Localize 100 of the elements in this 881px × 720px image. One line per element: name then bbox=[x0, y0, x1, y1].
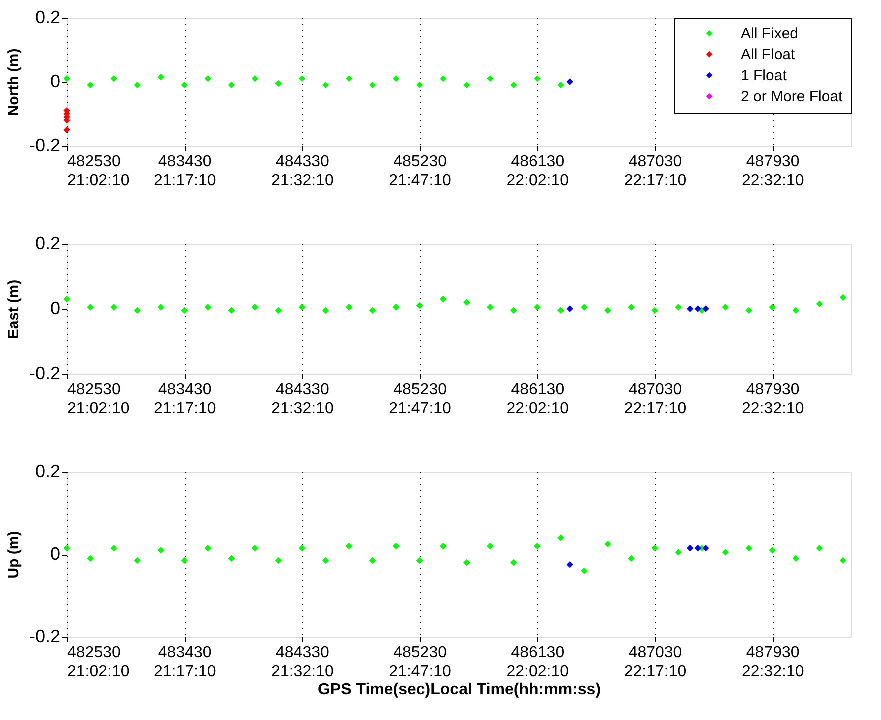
y-tick-label: 0.2 bbox=[35, 8, 60, 28]
point bbox=[416, 557, 424, 564]
x2-tick-label: 21:02:10 bbox=[68, 400, 130, 418]
point bbox=[440, 296, 447, 303]
x-tick-label: 484330 bbox=[276, 382, 330, 398]
point bbox=[840, 294, 847, 301]
point bbox=[487, 304, 494, 311]
point bbox=[722, 304, 729, 311]
x2-tick-label: 22:17:10 bbox=[624, 400, 687, 418]
x2-tick-label: 22:02:10 bbox=[506, 664, 570, 680]
x2-tick-label: 22:02:10 bbox=[506, 400, 570, 418]
y-tick-label: -0.2 bbox=[29, 136, 60, 156]
y-axis-title: North (m) bbox=[5, 48, 22, 116]
x-tick-label: 487030 bbox=[628, 154, 682, 170]
point bbox=[581, 304, 588, 311]
point bbox=[87, 82, 94, 89]
point bbox=[275, 557, 282, 564]
y-tick-label: 0.2 bbox=[35, 462, 60, 482]
point bbox=[746, 307, 752, 314]
point bbox=[392, 75, 400, 82]
point bbox=[346, 542, 353, 550]
point bbox=[686, 306, 694, 312]
x-tick-label: 482530 bbox=[68, 382, 121, 398]
x-tick-label: 487930 bbox=[746, 154, 800, 170]
point bbox=[87, 304, 94, 311]
point bbox=[181, 307, 188, 314]
legend-label: All Fixed bbox=[741, 26, 799, 42]
point bbox=[694, 544, 702, 552]
x-tick-label: 483430 bbox=[158, 644, 212, 662]
point bbox=[134, 557, 141, 564]
point bbox=[346, 75, 353, 82]
point bbox=[110, 304, 118, 311]
x-tick-label: 482530 bbox=[68, 644, 121, 662]
point bbox=[204, 304, 212, 311]
point bbox=[64, 126, 70, 134]
point bbox=[416, 82, 424, 89]
point bbox=[566, 306, 574, 312]
point bbox=[298, 304, 306, 311]
point bbox=[204, 544, 212, 552]
point bbox=[463, 82, 470, 89]
point bbox=[322, 557, 330, 564]
point bbox=[346, 304, 353, 311]
point bbox=[463, 559, 470, 566]
y-tick-label: -0.2 bbox=[29, 626, 60, 646]
point bbox=[298, 544, 306, 552]
x2-tick-label: 22:02:10 bbox=[506, 172, 570, 190]
point bbox=[440, 75, 447, 82]
x2-tick-label: 21:02:10 bbox=[68, 172, 130, 190]
point bbox=[675, 304, 682, 311]
x-tick-label: 486130 bbox=[511, 644, 565, 662]
point bbox=[416, 302, 424, 310]
point bbox=[322, 307, 330, 314]
x-tick-label: 484330 bbox=[276, 644, 330, 662]
point bbox=[158, 547, 164, 554]
point bbox=[840, 557, 847, 564]
point bbox=[134, 307, 141, 314]
point bbox=[722, 549, 729, 556]
point bbox=[228, 82, 235, 89]
point bbox=[792, 555, 800, 562]
x2-tick-label: 22:32:10 bbox=[742, 172, 804, 190]
x2-tick-label: 21:47:10 bbox=[389, 400, 452, 418]
point bbox=[510, 82, 518, 89]
point bbox=[558, 534, 564, 542]
x-tick-label: 483430 bbox=[158, 154, 212, 170]
point bbox=[228, 307, 235, 314]
point bbox=[181, 82, 188, 89]
y-tick-label: 0 bbox=[50, 72, 60, 92]
point bbox=[440, 542, 447, 550]
x2-tick-label: 21:32:10 bbox=[272, 172, 334, 190]
point bbox=[158, 304, 164, 311]
point bbox=[510, 307, 518, 314]
legend-label: 2 or More Float bbox=[741, 88, 844, 106]
point bbox=[228, 555, 235, 562]
x-tick-label: 485230 bbox=[394, 382, 448, 398]
x-tick-label: 487030 bbox=[628, 382, 682, 398]
point bbox=[64, 75, 70, 82]
x2-tick-label: 21:02:10 bbox=[68, 664, 130, 680]
point bbox=[369, 307, 376, 314]
x-tick-label: 486130 bbox=[511, 382, 565, 398]
point bbox=[566, 561, 574, 568]
point bbox=[275, 307, 282, 314]
point bbox=[652, 544, 658, 552]
x2-tick-label: 22:32:10 bbox=[742, 664, 804, 680]
point bbox=[275, 80, 282, 87]
point bbox=[392, 304, 400, 311]
y-axis-title: Up (m) bbox=[5, 531, 22, 579]
x2-tick-label: 21:17:10 bbox=[154, 400, 216, 418]
point bbox=[87, 555, 94, 562]
point bbox=[64, 544, 70, 552]
x-tick-label: 486130 bbox=[511, 154, 565, 170]
x-tick-label: 482530 bbox=[68, 154, 121, 170]
point bbox=[134, 82, 141, 89]
point bbox=[675, 549, 682, 556]
point bbox=[510, 559, 518, 566]
point bbox=[694, 306, 702, 312]
point bbox=[686, 544, 694, 552]
point bbox=[628, 304, 635, 311]
legend-label: All Float bbox=[741, 46, 796, 64]
point bbox=[252, 75, 259, 82]
point bbox=[792, 307, 800, 314]
